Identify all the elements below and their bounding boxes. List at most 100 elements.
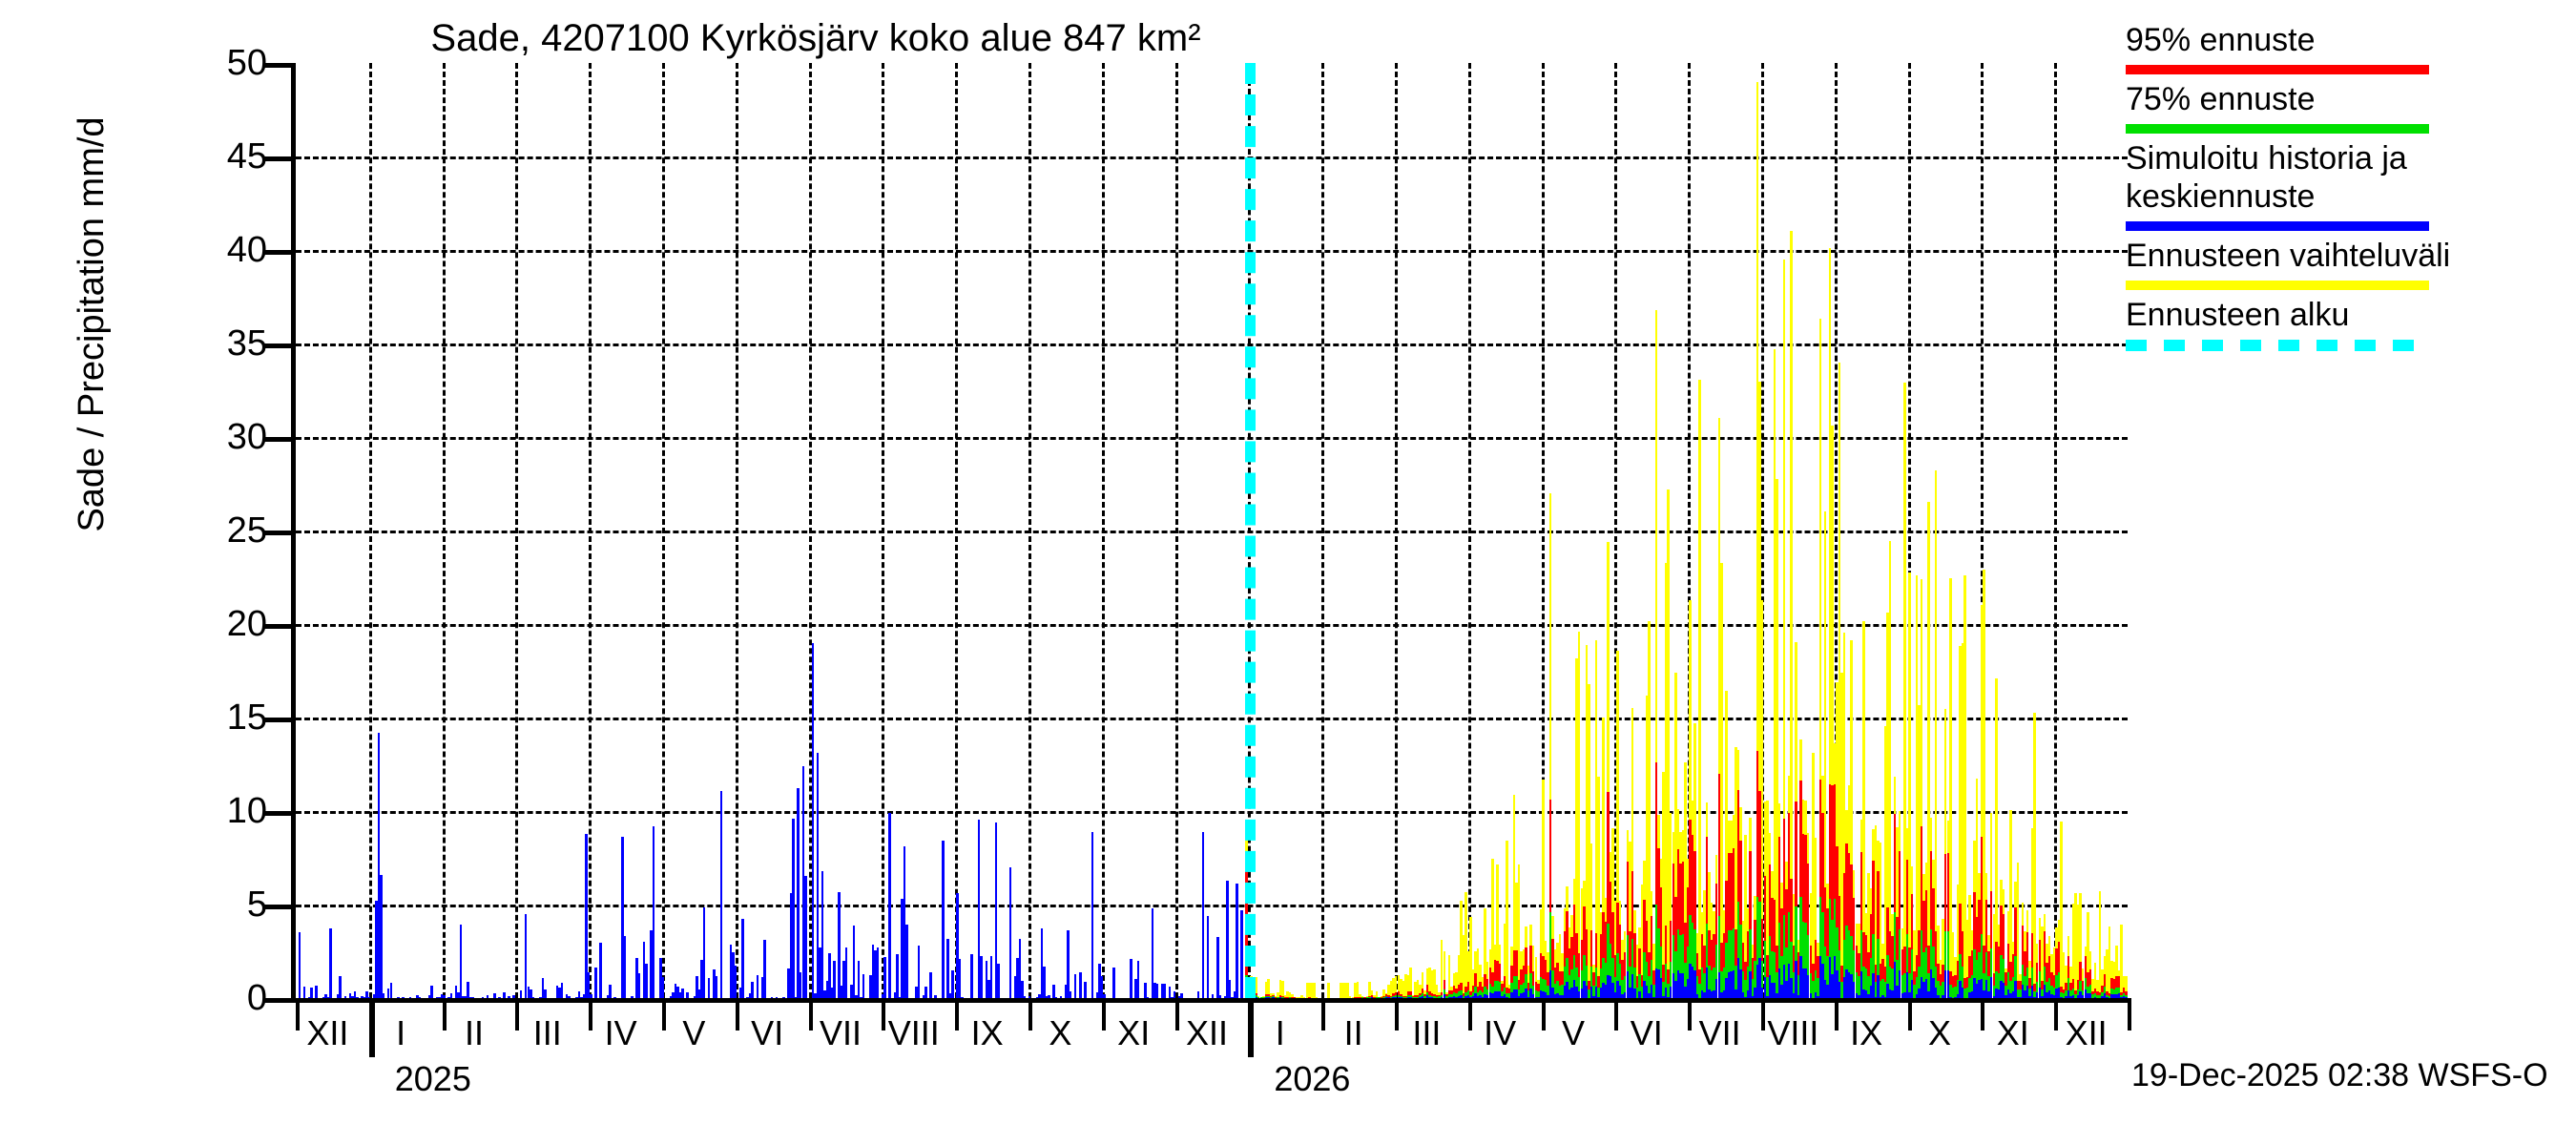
x-axis-month-label: VIII <box>1767 1013 1819 1052</box>
bar <box>530 989 532 998</box>
bar <box>1433 994 1436 998</box>
bar <box>1667 489 1670 998</box>
bar <box>1836 845 1839 998</box>
bar <box>1428 968 1431 998</box>
grid-line-vertical <box>1614 63 1618 998</box>
bar <box>1277 991 1279 998</box>
bar <box>1180 992 1183 998</box>
bar <box>1766 955 1769 998</box>
bar <box>2033 990 2036 998</box>
bar <box>1529 988 1532 998</box>
bar <box>631 996 634 998</box>
bar <box>322 996 325 998</box>
bar <box>715 975 718 998</box>
bar <box>1406 990 1410 998</box>
bar <box>1710 969 1714 998</box>
bar <box>2021 964 2025 998</box>
bar <box>1588 980 1590 998</box>
bar <box>1691 967 1694 998</box>
bar <box>449 993 453 998</box>
bar <box>2030 968 2034 998</box>
bar <box>1946 853 1949 998</box>
bar <box>1607 792 1610 998</box>
bar <box>1570 937 1573 998</box>
bar <box>416 994 419 998</box>
bar <box>1609 944 1612 998</box>
bar <box>1392 997 1395 998</box>
bar <box>1715 978 1718 998</box>
bar <box>1987 975 1990 998</box>
bar <box>1681 972 1685 998</box>
bar <box>700 960 703 998</box>
legend-item: 95% ennuste <box>2126 21 2574 74</box>
bar <box>1838 982 1841 998</box>
bar <box>1599 987 1603 998</box>
grid-line-vertical <box>1834 63 1838 998</box>
bar <box>1512 950 1516 998</box>
bar <box>1525 989 1527 998</box>
bar <box>2016 997 2020 998</box>
bar <box>1922 900 1925 998</box>
bar <box>585 833 588 998</box>
bar <box>1425 985 1429 998</box>
x-axis-month-tick <box>735 998 739 1030</box>
bar <box>1730 971 1733 998</box>
bar <box>2038 970 2041 998</box>
bar <box>1995 942 1998 998</box>
bar <box>1790 230 1793 998</box>
bar <box>1520 985 1523 998</box>
bar <box>934 994 937 998</box>
bar <box>816 753 820 998</box>
bar <box>1640 885 1644 998</box>
bar <box>1098 963 1101 998</box>
bar <box>1515 950 1518 998</box>
bar <box>1667 968 1670 998</box>
bar <box>1686 978 1690 998</box>
bar <box>2036 963 2039 998</box>
bar <box>1787 911 1791 998</box>
bar <box>1670 961 1672 998</box>
bar <box>876 947 880 998</box>
bar <box>1537 990 1540 998</box>
bar <box>558 987 561 998</box>
bar <box>1968 977 1971 998</box>
y-axis-tick-label: 45 <box>226 136 267 177</box>
bar <box>1821 813 1824 998</box>
bar <box>1901 974 1903 998</box>
bar <box>746 997 749 998</box>
bar <box>493 993 496 998</box>
bar <box>732 952 735 998</box>
bar <box>1713 934 1715 998</box>
bar <box>1368 981 1371 998</box>
bar <box>1013 976 1017 998</box>
bar <box>702 907 706 998</box>
bar <box>1648 976 1651 998</box>
bar <box>1828 956 1832 998</box>
bar <box>1262 997 1265 998</box>
bar <box>1797 975 1800 998</box>
bar <box>1864 968 1868 998</box>
bar <box>1023 995 1027 998</box>
bar <box>1754 920 1756 998</box>
bar <box>1790 879 1793 998</box>
x-axis-month-tick <box>1467 998 1472 1030</box>
bar <box>1761 918 1764 998</box>
grid-line-vertical <box>1541 63 1545 998</box>
bar <box>1672 935 1674 998</box>
bar <box>1585 928 1589 998</box>
bar <box>1484 973 1486 998</box>
x-axis-month-label: V <box>1561 1013 1586 1052</box>
bar <box>1515 975 1518 998</box>
bar <box>1361 995 1364 998</box>
bar <box>609 984 612 998</box>
bar <box>2069 990 2072 998</box>
bar <box>454 986 458 998</box>
bar <box>1896 959 1899 998</box>
bar <box>2052 947 2056 998</box>
bar <box>756 975 758 998</box>
bar <box>1840 981 1843 998</box>
bar <box>1629 988 1631 998</box>
bar <box>1486 994 1489 998</box>
bar <box>1736 790 1740 998</box>
bar <box>1722 967 1726 998</box>
